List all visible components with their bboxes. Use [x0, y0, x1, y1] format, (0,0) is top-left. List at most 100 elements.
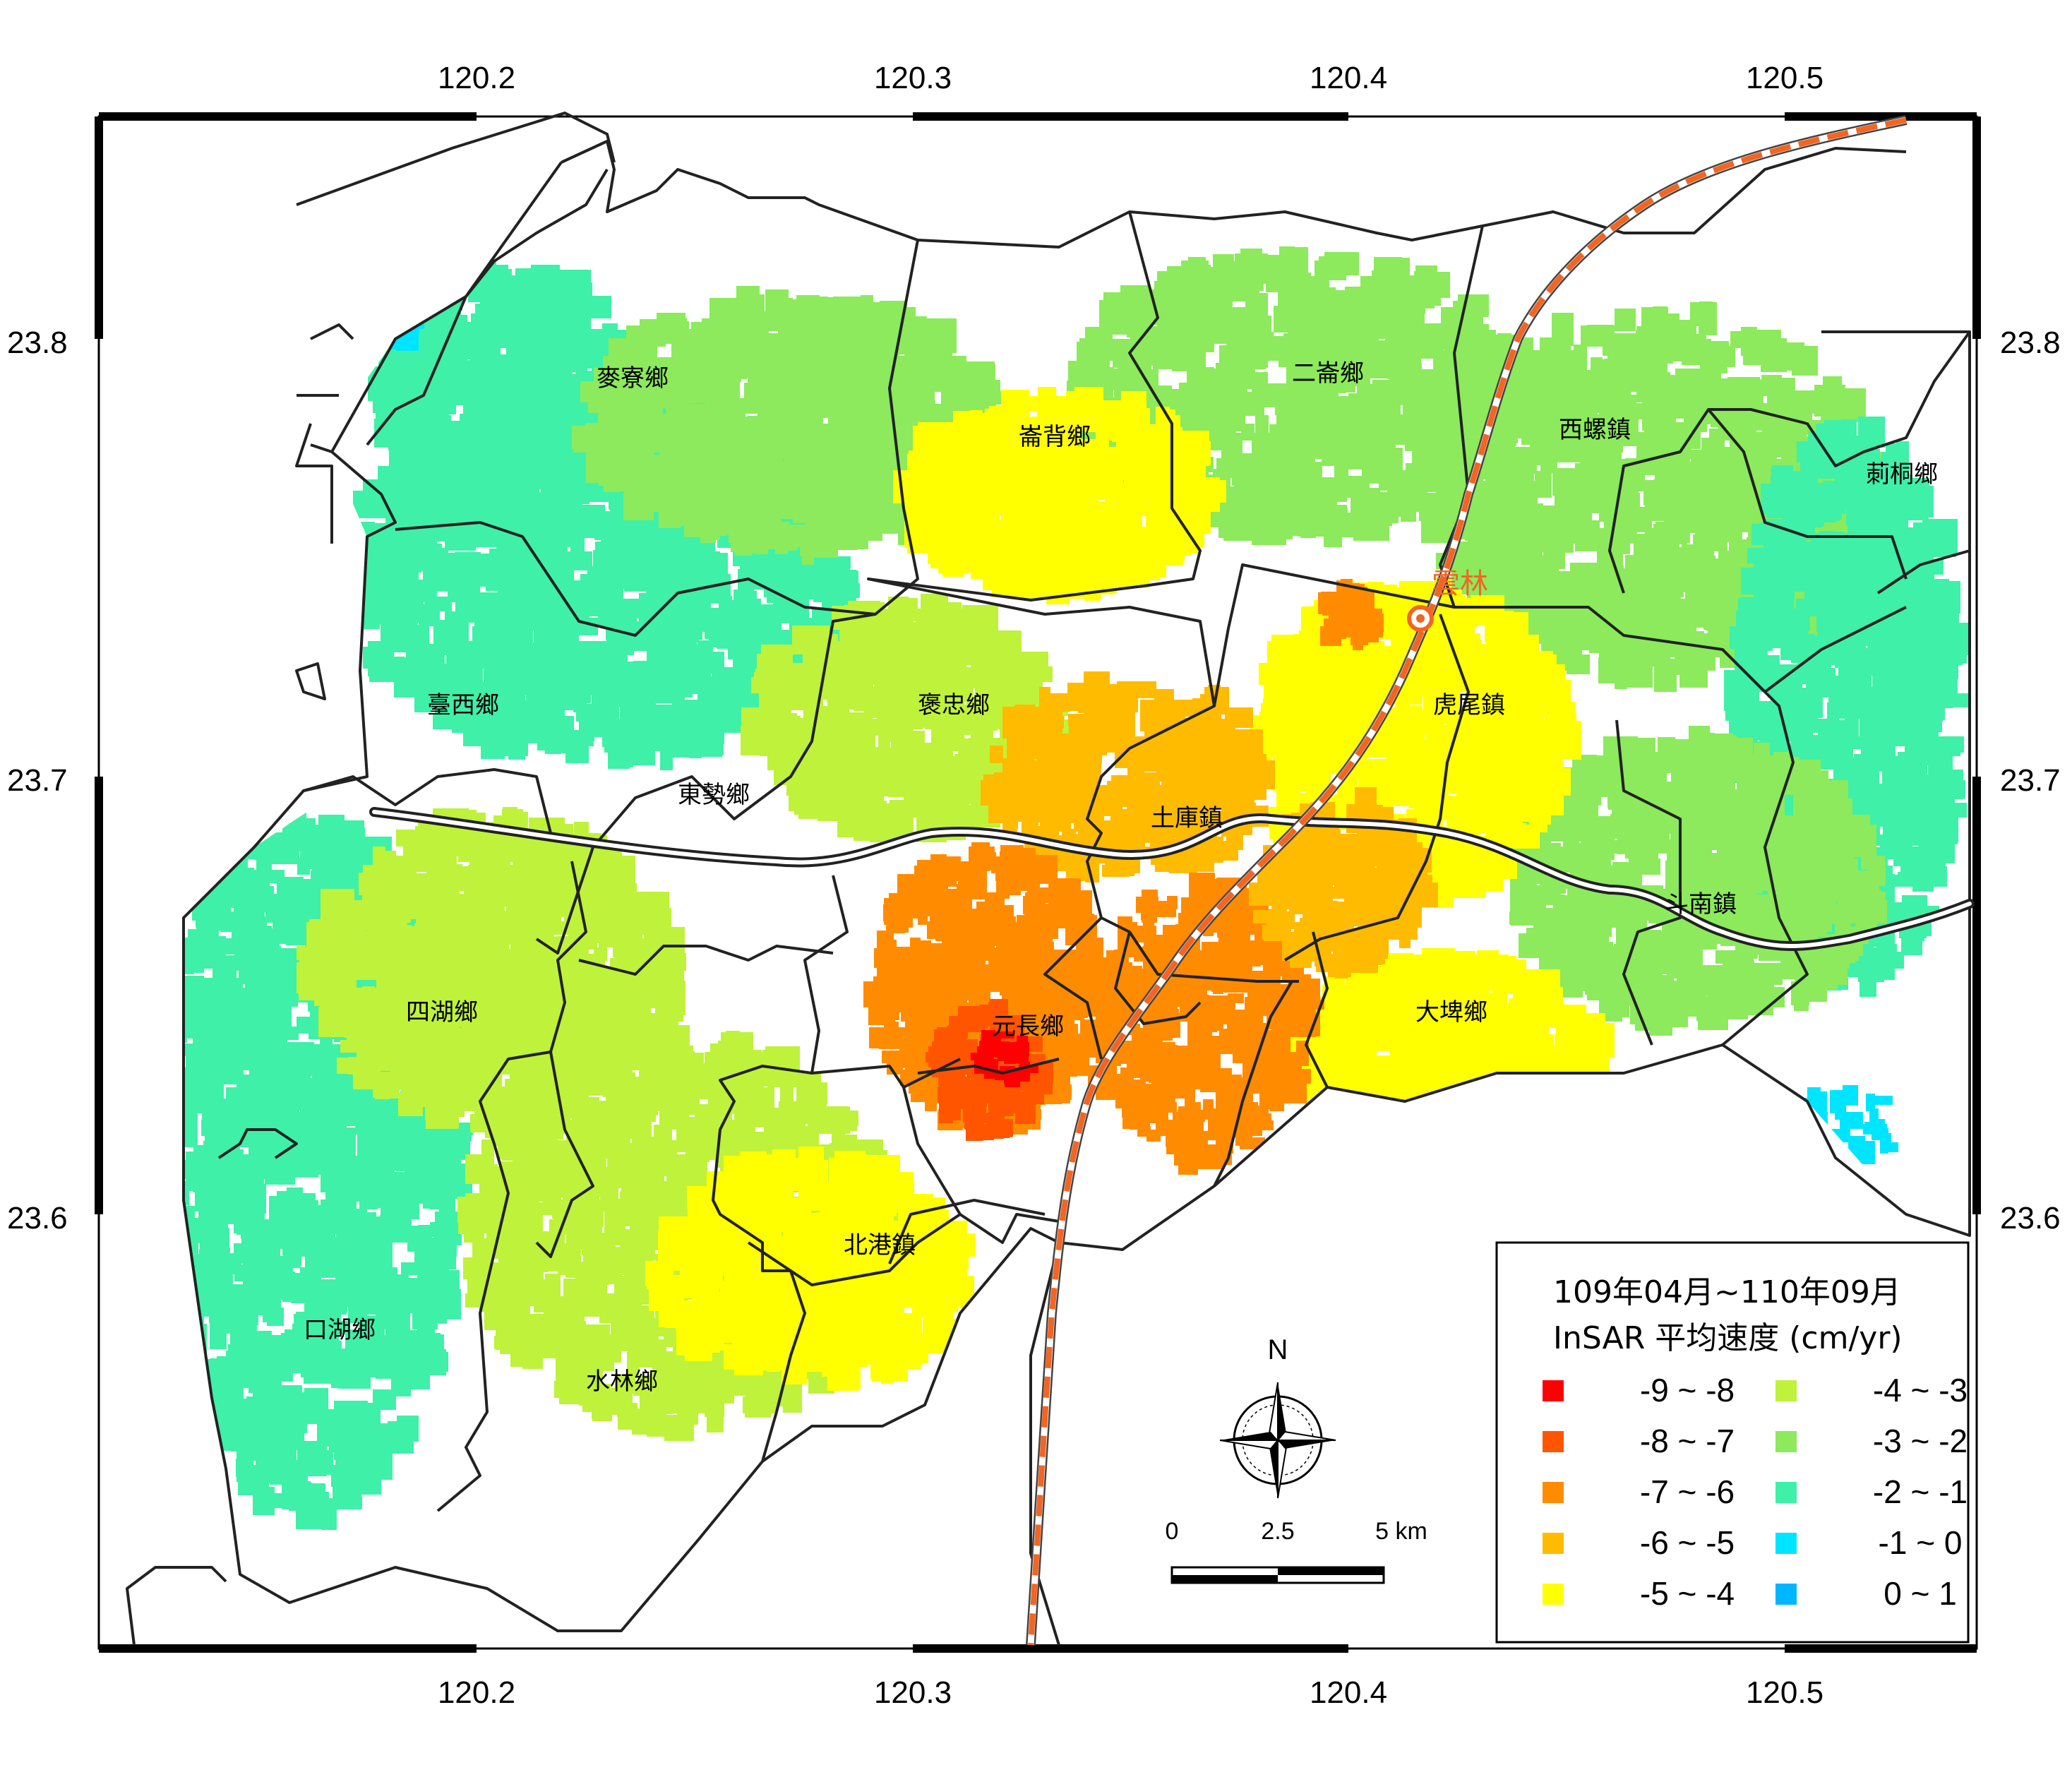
raster-cell-taixi — [406, 635, 423, 661]
raster-cell-north — [820, 480, 834, 492]
raster-cell-erlun — [1157, 271, 1171, 299]
raster-cell-dounan — [1853, 890, 1881, 903]
raster-cell-erlun — [1335, 450, 1362, 466]
raster-cell-taixi — [433, 483, 448, 503]
raster-cell-east — [1915, 583, 1937, 618]
raster-cell-coast — [337, 1321, 350, 1334]
raster-cell-erlun — [1220, 369, 1255, 386]
raster-cell-erlun — [1351, 294, 1378, 315]
raster-cell-xiluo — [1634, 534, 1666, 557]
raster-cell-xiluo — [1702, 462, 1715, 491]
raster-cell-east — [1913, 522, 1928, 541]
raster-cell-erlun — [1278, 436, 1310, 469]
raster-cell-dounan — [1632, 962, 1646, 976]
raster-cell-dounan — [1515, 902, 1543, 923]
raster-cell-coast — [160, 1240, 181, 1264]
raster-cell-coast — [342, 1196, 355, 1215]
raster-cell-north — [861, 295, 873, 325]
raster-cell-erlun — [1310, 314, 1330, 337]
raster-cell-coast — [184, 1347, 198, 1368]
raster-cell-maizhai — [417, 399, 446, 429]
raster-cell-coast — [269, 1196, 297, 1222]
raster-cell-erlun — [1279, 246, 1295, 273]
raster-cell-north — [944, 393, 965, 412]
raster-cell-east — [1827, 630, 1848, 657]
raster-cell-east — [1807, 490, 1842, 520]
raster-cell-taixi — [493, 493, 525, 510]
raster-cell-dounan — [1687, 790, 1710, 812]
raster-cell-coast — [234, 899, 263, 930]
raster-cell-coast — [281, 1392, 306, 1415]
raster-cell-coast — [297, 1483, 312, 1516]
raster-cell-xiluo — [1517, 412, 1531, 429]
raster-cell-xiluo — [1555, 480, 1583, 515]
raster-cell-xiluo — [1621, 309, 1636, 331]
raster-cell-coast — [321, 1498, 337, 1530]
raster-cell-xiluo — [1641, 307, 1668, 326]
raster-cell-coast — [151, 1090, 174, 1116]
raster-cell-taixi — [670, 739, 693, 758]
raster-cell-dounan — [1588, 851, 1611, 882]
raster-cell-maizhai — [563, 312, 591, 342]
raster-cell-xiluo — [1699, 301, 1713, 330]
raster-cell-coast — [259, 975, 288, 1003]
raster-cell-erlun — [1376, 259, 1396, 279]
raster-cell-erlun — [1469, 324, 1489, 354]
raster-cell-erlun — [1207, 269, 1220, 287]
raster-cell-taixi — [562, 505, 592, 536]
raster-cell-coast — [184, 1251, 188, 1264]
raster-cell-taixi — [349, 525, 366, 542]
raster-cell-erlun — [1305, 495, 1327, 522]
raster-cell-coast — [201, 1191, 234, 1213]
graticule-frame-bars — [95, 112, 1981, 1653]
raster-cell-coast — [184, 1256, 191, 1278]
raster-cell-coast — [310, 1285, 332, 1307]
raster-cell-coast — [151, 1129, 181, 1155]
raster-cell-coast — [388, 1421, 414, 1437]
raster-cell-east — [1876, 944, 1897, 964]
raster-cell-coast — [385, 1437, 414, 1454]
raster-cell-coast — [216, 1036, 241, 1063]
raster-cell-east — [1927, 808, 1952, 839]
raster-cell-dounan — [1649, 836, 1667, 849]
raster-cell-coast — [236, 1219, 271, 1235]
raster-cell-coast — [184, 1277, 191, 1293]
raster-cell-xiluo — [1641, 347, 1673, 364]
raster-cell-coast — [267, 1308, 284, 1326]
raster-cell-xiluo — [1728, 379, 1761, 412]
raster-cell-east — [1838, 660, 1864, 689]
raster-cell-north — [743, 361, 779, 378]
raster-cell-erlun — [1086, 359, 1103, 376]
raster-cell-xiluo — [1587, 325, 1614, 337]
raster-cell-xiluo — [1603, 341, 1623, 356]
raster-cell-dounan — [1828, 818, 1860, 843]
raster-cell-xiluo — [1636, 372, 1670, 402]
raster-cell-coast — [262, 1055, 292, 1082]
raster-cell-dounan — [1659, 985, 1675, 1005]
raster-cell-xiluo — [1511, 530, 1538, 543]
raster-cell-east — [1806, 676, 1832, 698]
raster-cell-taixi — [455, 598, 479, 623]
raster-cell-coast — [315, 825, 328, 842]
raster-cell-dounan — [1814, 903, 1832, 932]
raster-cell-erlun — [1315, 261, 1329, 293]
raster-cell-xiluo — [1596, 366, 1617, 385]
raster-cell-taixi — [757, 630, 786, 646]
raster-cell-coast — [304, 1388, 328, 1423]
raster-cell-xiluo — [1667, 456, 1683, 471]
raster-cell-coast — [167, 1318, 181, 1330]
raster-cell-maizhai — [513, 351, 527, 375]
raster-cell-dounan — [1579, 822, 1609, 839]
raster-cell-coast — [363, 1262, 376, 1296]
raster-cell-coast — [273, 919, 294, 944]
raster-cell-erlun — [1379, 470, 1409, 491]
raster-cell-coast — [162, 1275, 178, 1293]
raster-cell-erlun — [1388, 448, 1403, 472]
raster-cell-coast — [255, 1150, 273, 1166]
raster-cell-dounan — [1708, 776, 1732, 804]
raster-cell-taixi — [568, 460, 585, 480]
raster-cell-dounan — [1737, 985, 1754, 1005]
raster-cell-coast — [145, 1168, 166, 1195]
raster-cell-north — [765, 289, 789, 313]
raster-cell-east — [1796, 599, 1810, 631]
